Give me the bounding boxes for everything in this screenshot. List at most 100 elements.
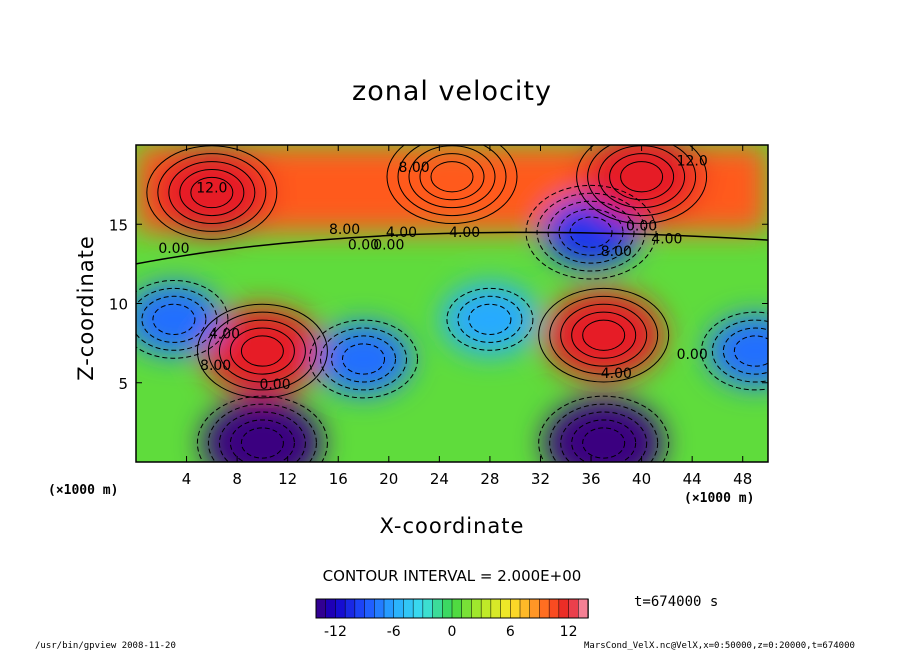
contour-line bbox=[582, 319, 626, 351]
velocity-field bbox=[136, 145, 768, 462]
field-feature-4 bbox=[202, 397, 323, 462]
footer-source: MarsCond_VelX.nc@VelX,x=0:50000,z=0:2000… bbox=[584, 641, 855, 651]
contour-line bbox=[549, 403, 659, 462]
x-tick-label: 44 bbox=[683, 470, 702, 488]
colorbar-cell bbox=[451, 598, 463, 619]
contour-label: 4.00 bbox=[449, 225, 480, 241]
contour-label: 0.00 bbox=[158, 241, 189, 257]
contour-label: 4.00 bbox=[601, 366, 632, 382]
colorbar: -12 -6 0 6 12 bbox=[315, 598, 589, 640]
contour-label: 8.00 bbox=[398, 160, 429, 176]
colorbar-cell bbox=[471, 598, 482, 619]
contour-label: 0.00 bbox=[677, 347, 708, 363]
x-tick-label: 8 bbox=[232, 470, 242, 488]
contour-line bbox=[560, 411, 648, 462]
contour-line bbox=[386, 145, 518, 224]
colorbar-cell bbox=[315, 598, 327, 619]
contour-line bbox=[700, 311, 768, 391]
colorbar-tick-label: 6 bbox=[506, 624, 515, 640]
contour-line bbox=[309, 319, 419, 399]
contour-label: 8.00 bbox=[329, 222, 360, 238]
x-tick-label: 28 bbox=[480, 470, 499, 488]
contour-line bbox=[331, 335, 397, 383]
contour-line bbox=[558, 208, 624, 256]
footer-program: /usr/bin/gpview 2008-11-20 bbox=[35, 641, 176, 651]
field-feature-3 bbox=[315, 322, 412, 395]
colorbar-cell bbox=[548, 598, 560, 619]
contour-line bbox=[157, 153, 267, 232]
contour-line bbox=[240, 427, 284, 459]
colorbar-cell bbox=[519, 598, 531, 619]
x-axis-label: X-coordinate bbox=[379, 514, 525, 538]
colorbar-cell bbox=[325, 598, 337, 619]
contour-line bbox=[419, 153, 485, 201]
contour-label: 4.00 bbox=[209, 326, 240, 342]
colorbar-cell bbox=[383, 598, 395, 619]
contour-label: 12.0 bbox=[677, 154, 708, 170]
x-tick-label: 16 bbox=[329, 470, 348, 488]
contour-line bbox=[218, 319, 306, 383]
colorbar-cell bbox=[393, 598, 405, 619]
contour-line bbox=[229, 419, 295, 462]
colorbar-cell bbox=[568, 598, 580, 619]
colorbar-cell bbox=[412, 598, 424, 619]
colorbar-cell bbox=[529, 598, 541, 619]
x-tick-label: 32 bbox=[531, 470, 550, 488]
x-tick-label: 4 bbox=[182, 470, 192, 488]
colorbar-cell bbox=[422, 598, 434, 619]
field-feature-2 bbox=[441, 283, 538, 356]
colorbar-tick-label: 0 bbox=[448, 624, 457, 640]
contour-line bbox=[722, 327, 768, 375]
contour-line bbox=[446, 287, 534, 351]
contour-line bbox=[141, 295, 207, 343]
colorbar-cell bbox=[490, 598, 502, 619]
contour-line bbox=[571, 311, 637, 359]
x-tick-label: 20 bbox=[379, 470, 398, 488]
x-tick-label: 12 bbox=[278, 470, 297, 488]
colorbar-cell bbox=[480, 598, 492, 619]
y-tick-label: 10 bbox=[109, 296, 128, 314]
y-tick-label: 15 bbox=[109, 216, 128, 234]
colorbar-cell bbox=[442, 598, 453, 619]
contour-line bbox=[152, 303, 196, 335]
contour-line bbox=[711, 319, 768, 383]
contour-label: 4.00 bbox=[386, 225, 417, 241]
colorbar-cell bbox=[578, 598, 589, 619]
x-tick-label: 48 bbox=[733, 470, 752, 488]
contour-line bbox=[457, 295, 523, 343]
contour-line bbox=[342, 343, 386, 375]
colorbar-cell bbox=[539, 598, 550, 619]
contour-line bbox=[733, 335, 768, 367]
contour-line bbox=[207, 311, 317, 391]
contour-line bbox=[190, 176, 234, 209]
contour-label: 0.00 bbox=[626, 219, 657, 235]
contour-label: 0.00 bbox=[348, 238, 379, 254]
contour-line bbox=[620, 161, 664, 193]
contour-labels: 12.08.00 12.08.00 4.000.004.000.00 8.000.00… bbox=[158, 154, 707, 393]
x-tick-label: 40 bbox=[632, 470, 651, 488]
colorbar-cell bbox=[510, 598, 521, 619]
colorbar-tick-label: -6 bbox=[387, 624, 401, 640]
colorbar-cell bbox=[461, 598, 473, 619]
contour-line bbox=[207, 403, 317, 462]
contour-line bbox=[136, 231, 768, 265]
field-feature-9 bbox=[404, 145, 500, 213]
y-tick-label: 5 bbox=[118, 375, 128, 393]
contour-line bbox=[549, 295, 659, 375]
contour-line bbox=[229, 327, 295, 375]
colorbar-cell bbox=[432, 598, 444, 619]
contour-line bbox=[397, 145, 507, 217]
contour-label: 8.00 bbox=[200, 358, 231, 374]
contour-line bbox=[196, 395, 328, 462]
colorbar-cell bbox=[374, 598, 385, 619]
colorbar-cell bbox=[335, 598, 346, 619]
contour-label: 0.00 bbox=[373, 238, 404, 254]
contour-line bbox=[136, 279, 229, 359]
contour-line bbox=[179, 169, 245, 217]
chart-title: zonal velocity bbox=[352, 76, 552, 107]
contour-line bbox=[240, 335, 284, 367]
contour-line bbox=[430, 161, 474, 193]
colorbar-cell bbox=[500, 598, 512, 619]
x-axis: 4 8 12 16 20 24 28 32 36 40 44 48 bbox=[182, 145, 752, 488]
contour-line bbox=[218, 411, 306, 462]
